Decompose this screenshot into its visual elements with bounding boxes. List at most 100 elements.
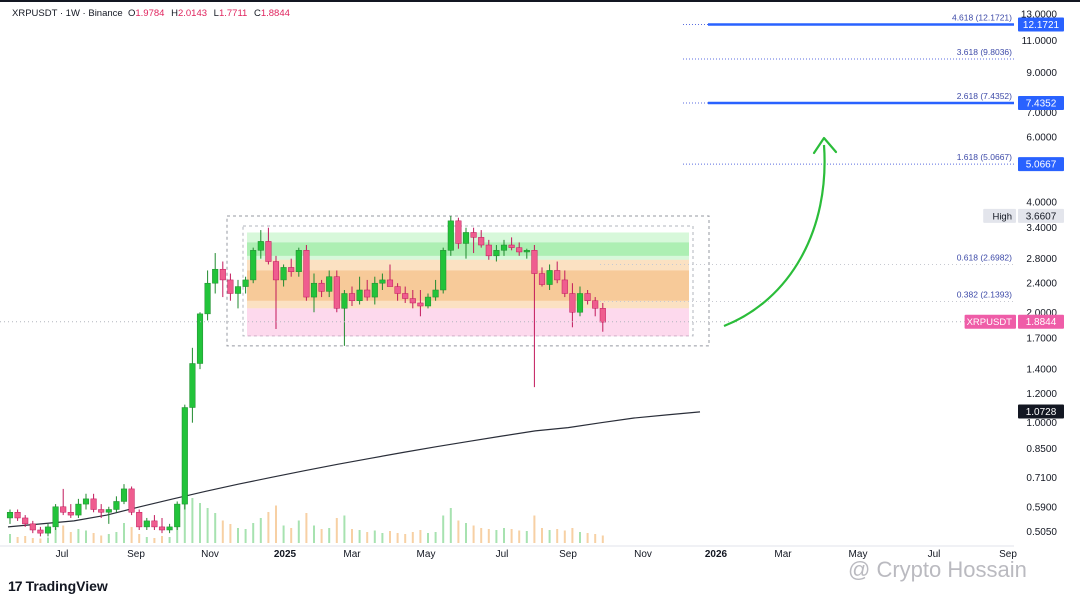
volume-bar (9, 534, 11, 543)
candle-body (242, 279, 249, 287)
candle-body (136, 512, 143, 528)
volume-bar (480, 528, 483, 543)
price-tag-box (1018, 404, 1064, 419)
volume-bar (389, 531, 391, 543)
y-tick-label: 2.8000 (1026, 254, 1057, 265)
candle-body (29, 523, 36, 531)
candle-body (523, 250, 530, 253)
y-tick-label: 0.7100 (1026, 473, 1057, 484)
candle-body (196, 313, 204, 364)
volume-bar (571, 528, 574, 543)
candle-body (584, 293, 591, 301)
candle-body (554, 270, 561, 281)
x-tick-label: May (849, 549, 868, 560)
candle-body (462, 232, 470, 244)
price-tag-value: 12.1721 (1023, 20, 1060, 31)
candle-body (37, 529, 44, 534)
candle-body (105, 509, 112, 513)
price-tag-box (1018, 17, 1064, 32)
candle-body (75, 503, 82, 516)
tradingview-mark-icon: 17 (8, 578, 23, 594)
open-value: 1.9784 (135, 8, 165, 19)
price-tag-label: High (992, 211, 1012, 222)
candle-body (356, 289, 363, 301)
x-tick-label: Mar (774, 549, 792, 560)
candle-body (60, 506, 67, 513)
candle-body (485, 244, 492, 257)
volume-bar (328, 528, 331, 543)
x-tick-label: Jul (928, 549, 941, 560)
low-value: 1.7711 (218, 8, 248, 19)
volume-bar (510, 529, 513, 543)
candle-body (333, 276, 340, 309)
price-tag-label-box (983, 208, 1016, 223)
y-tick-label: 9.0000 (1026, 68, 1057, 79)
volume-bar (62, 525, 65, 543)
volume-bar (130, 527, 133, 543)
volume-bar (487, 529, 490, 543)
x-tick-label: Jul (496, 549, 509, 560)
volume-bar (214, 513, 217, 543)
volume-bar (457, 520, 460, 543)
x-tick-label: Nov (201, 549, 219, 560)
candle-body (22, 517, 29, 525)
symbol-legend: XRPUSDT · 1W · Binance O1.9784 H2.0143 L… (12, 8, 294, 19)
candle-body (166, 526, 173, 531)
candle-body (52, 506, 59, 528)
candle-body (212, 268, 219, 284)
candle-body (189, 363, 196, 408)
candle-body (546, 270, 553, 285)
volume-bar (161, 536, 163, 543)
volume-bar (145, 537, 148, 543)
volume-bar (525, 531, 528, 543)
volume-bar (411, 532, 414, 543)
tradingview-logo[interactable]: 17 TradingView (8, 578, 108, 594)
volume-bar (351, 529, 353, 543)
candle-body (113, 501, 120, 510)
volume-bar (427, 533, 429, 543)
candle-body (280, 267, 287, 281)
y-tick-label: 2.4000 (1026, 279, 1057, 290)
candle-body (14, 512, 21, 519)
price-tag-box (1018, 208, 1064, 223)
volume-bar (548, 530, 551, 543)
volume-bar (373, 530, 376, 543)
fib-label: 4.618 (12.1721) (952, 12, 1012, 22)
candle-body (569, 293, 576, 313)
candle-body (143, 520, 150, 528)
volume-bar (69, 532, 72, 543)
projection-arrow-head (812, 136, 838, 155)
fib-label: 3.618 (9.8036) (957, 47, 1012, 57)
volume-bar (168, 537, 171, 543)
candle-body (379, 279, 386, 284)
candle-body (310, 282, 318, 298)
open-label: O (127, 8, 136, 19)
volume-bar (434, 532, 437, 543)
candle-body (424, 296, 432, 307)
candle-body (158, 526, 166, 531)
price-tag-box (1018, 96, 1064, 111)
volume-bar (47, 537, 49, 543)
y-tick-label: 1.4000 (1026, 365, 1057, 376)
candle-body (204, 282, 211, 315)
volume-bar (206, 508, 209, 543)
symbol-name[interactable]: XRPUSDT · 1W · Binance (12, 8, 123, 19)
x-tick-label: Sep (559, 549, 577, 560)
volume-bar (85, 530, 87, 543)
y-tick-label: 7.0000 (1026, 108, 1057, 119)
volume-bar (297, 520, 300, 543)
volume-bar (320, 529, 323, 543)
fib-label: 1.618 (5.0667) (957, 152, 1012, 162)
x-tick-label: May (417, 549, 436, 560)
volume-bar (237, 528, 239, 543)
fib-label: 0.618 (2.6982) (957, 253, 1012, 263)
volume-bar (495, 530, 498, 543)
candle-body (386, 279, 394, 287)
candle-body (288, 267, 295, 272)
candle-body (326, 276, 333, 292)
x-tick-label: 2026 (705, 549, 728, 560)
volume-bar (282, 525, 285, 543)
price-tag-label: XRPUSDT (967, 317, 1013, 328)
